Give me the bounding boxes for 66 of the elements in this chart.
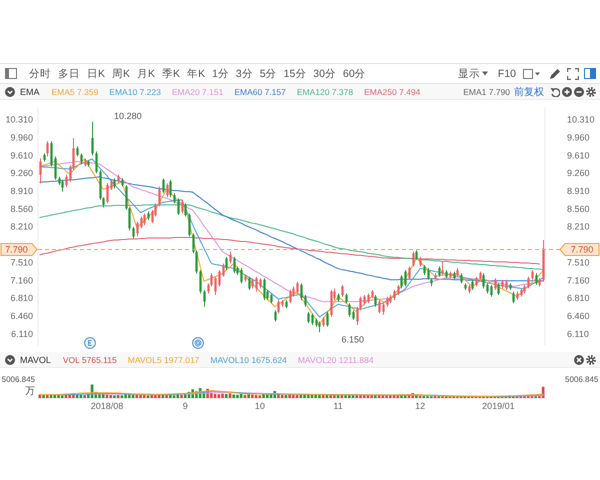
text: 年K — [187, 66, 206, 80]
y-tick-label: 7.510 — [10, 257, 33, 268]
text: EMA5 7.359 — [52, 86, 98, 96]
y2-tick-label: 7.510 — [567, 257, 590, 268]
text: 万 — [25, 386, 35, 397]
y-tick-label: 7.160 — [10, 275, 33, 286]
legend-title: MAVOL — [20, 354, 51, 364]
text: EMA20 7.151 — [172, 86, 224, 96]
y-tick-label: 6.110 — [11, 328, 33, 339]
y-tick-label: 9.260 — [10, 168, 33, 178]
text: 季K — [162, 66, 180, 80]
text: 30分 — [313, 66, 336, 80]
x-tick-label: 2018/08 — [90, 400, 124, 411]
text: 1分 — [212, 66, 229, 80]
x-tick-label: 2019/01 — [482, 400, 515, 411]
y-tick-label: 6.810 — [10, 293, 33, 304]
y2-tick-label: 6.460 — [567, 310, 590, 321]
x-tick-label: 11 — [333, 400, 343, 411]
y-tick-label: 8.910 — [10, 186, 33, 196]
text: EMA10 7.223 — [109, 86, 161, 96]
text: 7.790 — [570, 244, 594, 254]
ref-line-label: 7.790 — [5, 244, 28, 254]
text: 日K — [87, 66, 106, 80]
text: EMA250 7.494 — [364, 86, 420, 96]
y2-tick-label: 7.160 — [567, 275, 590, 286]
y2-tick-label: 8.210 — [567, 222, 590, 232]
text: 5006.845 — [565, 375, 599, 384]
x-tick-label: 12 — [415, 400, 426, 411]
text: 月K — [137, 66, 156, 80]
y-tick-label: 9.960 — [10, 132, 33, 143]
y2-tick-label: 6.110 — [567, 328, 589, 339]
y2-tick-label: 9.960 — [567, 132, 590, 143]
text: VOL 5765.115 — [62, 354, 117, 364]
y-tick-label: 9.610 — [10, 150, 33, 160]
annotation: 6.150 — [341, 334, 364, 345]
text: 显示 — [458, 66, 480, 80]
y2-tick-label: 8.560 — [567, 204, 590, 214]
y2-tick-label: 10.310 — [567, 114, 595, 125]
text: F10 — [498, 68, 516, 80]
text: 分时 — [29, 66, 51, 80]
text: EMA120 7.378 — [296, 86, 354, 96]
text: MAVOL5 1977.017 — [128, 354, 200, 364]
text: 周K — [112, 66, 130, 80]
text: 60分 — [342, 66, 366, 80]
y2-tick-label: 9.260 — [567, 168, 590, 178]
text: 15分 — [284, 66, 306, 80]
text: 前复权 — [514, 86, 544, 98]
annotation: 10.280 — [114, 111, 142, 122]
y-tick-label: 8.210 — [10, 222, 33, 232]
text: MAVOL20 1211.884 — [298, 354, 374, 364]
y2-tick-label: 6.810 — [567, 293, 590, 304]
y-tick-label: 8.560 — [10, 204, 33, 214]
text: EMA60 7.157 — [234, 86, 286, 96]
text: EMA1 7.790 — [463, 86, 510, 96]
y-tick-label: 6.460 — [10, 310, 33, 321]
y2-tick-label: 8.910 — [567, 186, 590, 196]
y-tick-label: 10.310 — [5, 114, 33, 125]
text: 3分 — [236, 66, 253, 80]
x-tick-label: 9 — [182, 400, 188, 411]
text: 多日 — [58, 66, 80, 80]
legend-title: EMA — [20, 86, 40, 96]
x-tick-label: 10 — [254, 400, 265, 411]
y2-tick-label: 9.610 — [567, 150, 590, 160]
text: MAVOL10 1675.624 — [210, 354, 287, 364]
text: 5006.845 — [2, 375, 36, 384]
text: 5分 — [260, 66, 277, 80]
